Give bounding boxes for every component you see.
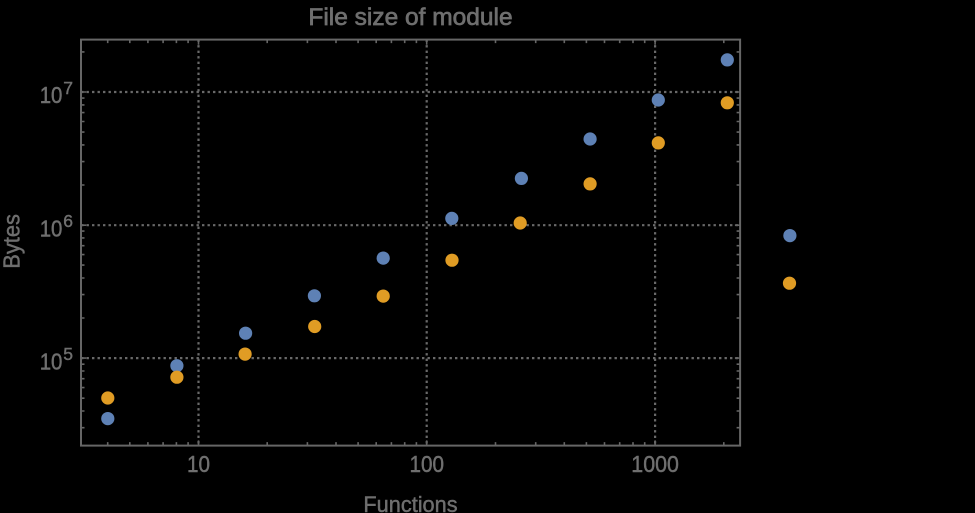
svg-text:10: 10	[40, 82, 63, 108]
svg-text:7: 7	[63, 78, 73, 98]
svg-text:Functions: Functions	[363, 492, 457, 513]
svg-text:100: 100	[409, 451, 444, 477]
svg-text:5: 5	[63, 344, 73, 364]
svg-text:10: 10	[40, 348, 63, 374]
svg-text:Bytes: Bytes	[0, 214, 25, 269]
svg-text:10: 10	[40, 215, 63, 241]
svg-text:File size of module: File size of module	[308, 4, 512, 31]
svg-text:6: 6	[63, 211, 73, 231]
svg-text:1000: 1000	[631, 451, 679, 477]
svg-text:10: 10	[187, 451, 210, 477]
